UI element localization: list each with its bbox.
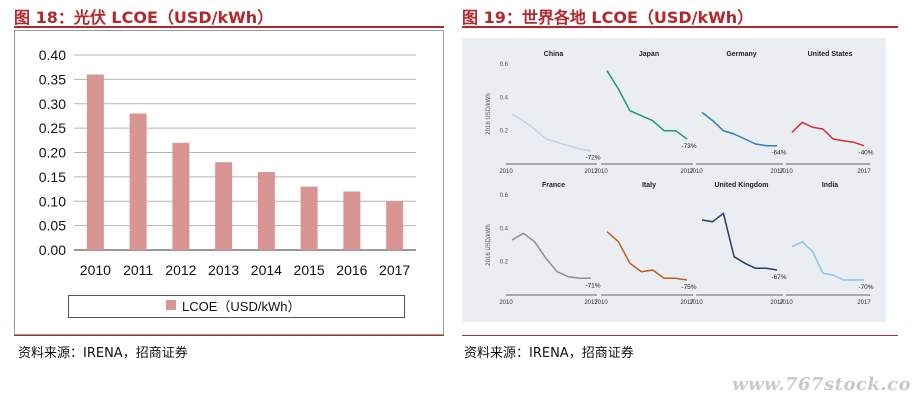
figure-19-source: 资料来源：IRENA，招商证券 — [464, 346, 634, 361]
y-tick-label: 0.25 — [39, 120, 66, 136]
x-tick-label: 2010 — [80, 262, 111, 278]
x-tick-label: 2017 — [857, 300, 871, 306]
series-line — [606, 70, 688, 140]
y-tick-label: 0.30 — [39, 96, 66, 112]
x-tick-label: 2017 — [770, 169, 784, 175]
series-line — [606, 231, 688, 281]
bar — [215, 162, 233, 250]
lcoe-bar-chart: 0.00 0.05 0.10 0.15 0.20 0.25 0.30 0.35 0.40 2010… — [14, 30, 444, 335]
x-tick-label: 2010 — [499, 300, 513, 306]
x-tick-label: 2013 — [208, 262, 239, 278]
x-tick-label: 2011 — [123, 262, 153, 278]
x-tick-label: 2017 — [584, 300, 598, 306]
x-tick-label: 2010 — [779, 300, 793, 306]
bar — [386, 201, 404, 250]
y-tick-label: 0.4 — [500, 95, 509, 101]
x-tick-label: 2017 — [584, 169, 598, 175]
x-tick-label: 2017 — [379, 262, 410, 278]
x-tick-label: 2017 — [680, 169, 694, 175]
x-tick-label: 2017 — [857, 169, 871, 175]
figure-19-title: 图 19：世界各地 LCOE（USD/kWh） — [462, 8, 754, 27]
y-tick-label: 0.10 — [39, 193, 66, 209]
change-annotation: -67% — [771, 274, 786, 281]
y-tick-label: 0.05 — [39, 218, 66, 234]
y-tick-label: 0.40 — [39, 47, 66, 63]
figure-19-source-rule — [462, 335, 898, 336]
x-tick-label: 2015 — [294, 262, 325, 278]
watermark: www.767stock.com — [732, 374, 912, 395]
panel-title: Japan — [639, 51, 659, 58]
y-tick-label: 0.2 — [500, 129, 509, 135]
panel-title: Italy — [642, 182, 656, 189]
change-annotation: -73% — [681, 143, 696, 150]
x-tick-label: 2012 — [165, 262, 196, 278]
y-tick-label: 0.35 — [39, 71, 66, 87]
figure-18-source: 资料来源：IRENA，招商证券 — [18, 346, 188, 361]
x-tick-label: 2010 — [594, 169, 608, 175]
x-tick-label: 2014 — [251, 262, 282, 278]
change-annotation: -70% — [858, 284, 873, 291]
y-tick-label: 0.6 — [500, 62, 509, 68]
x-tick-label: 2017 — [770, 300, 784, 306]
series-line — [791, 240, 864, 281]
x-tick-label: 2010 — [499, 169, 513, 175]
bar — [86, 74, 104, 250]
y-tick-label: 0.00 — [39, 242, 66, 258]
change-annotation: -72% — [585, 155, 600, 162]
panel-title: Germany — [726, 51, 756, 58]
y-axis-label: 2016 USD/kWh — [486, 93, 492, 134]
x-tick-label: 2010 — [779, 169, 793, 175]
x-tick-label: 2010 — [689, 169, 703, 175]
legend-box — [68, 295, 405, 318]
panel-title: United States — [808, 51, 853, 58]
panel-title: China — [544, 51, 564, 58]
y-tick-label: 0.15 — [39, 169, 66, 185]
legend-label: LCOE（USD/kWh） — [182, 299, 300, 314]
change-annotation: -40% — [858, 150, 873, 157]
change-annotation: -64% — [771, 150, 786, 157]
bar — [257, 172, 275, 250]
bar — [172, 142, 190, 250]
y-tick-label: 0.20 — [39, 145, 66, 161]
x-tick-label: 2016 — [336, 262, 367, 278]
panel-title: France — [542, 182, 565, 189]
bar — [129, 113, 147, 250]
y-tick-label: 0.6 — [500, 193, 509, 199]
y-axis-label: 2016 USD/kWh — [486, 224, 492, 265]
change-annotation: -75% — [681, 284, 696, 291]
bar — [343, 191, 361, 250]
series-line — [791, 121, 865, 147]
y-tick-label: 0.4 — [500, 226, 509, 232]
panel-background — [462, 38, 886, 322]
panel-title: United Kingdom — [714, 182, 768, 189]
x-tick-label: 2010 — [594, 300, 608, 306]
series-line — [511, 232, 591, 280]
figure-19-title-rule — [462, 26, 898, 28]
x-tick-label: 2010 — [689, 300, 703, 306]
change-annotation: -71% — [585, 282, 600, 289]
y-tick-label: 0.2 — [500, 260, 509, 266]
figure-18-title-rule — [14, 26, 444, 28]
panel-title: India — [822, 182, 838, 189]
legend-swatch — [166, 300, 176, 310]
figure-18-title: 图 18：光伏 LCOE（USD/kWh） — [14, 8, 274, 27]
x-tick-label: 2017 — [680, 300, 694, 306]
bar — [300, 186, 318, 250]
series-line — [511, 113, 592, 152]
figure-18-source-rule — [14, 335, 444, 336]
series-line — [701, 111, 777, 147]
series-line — [701, 212, 778, 271]
